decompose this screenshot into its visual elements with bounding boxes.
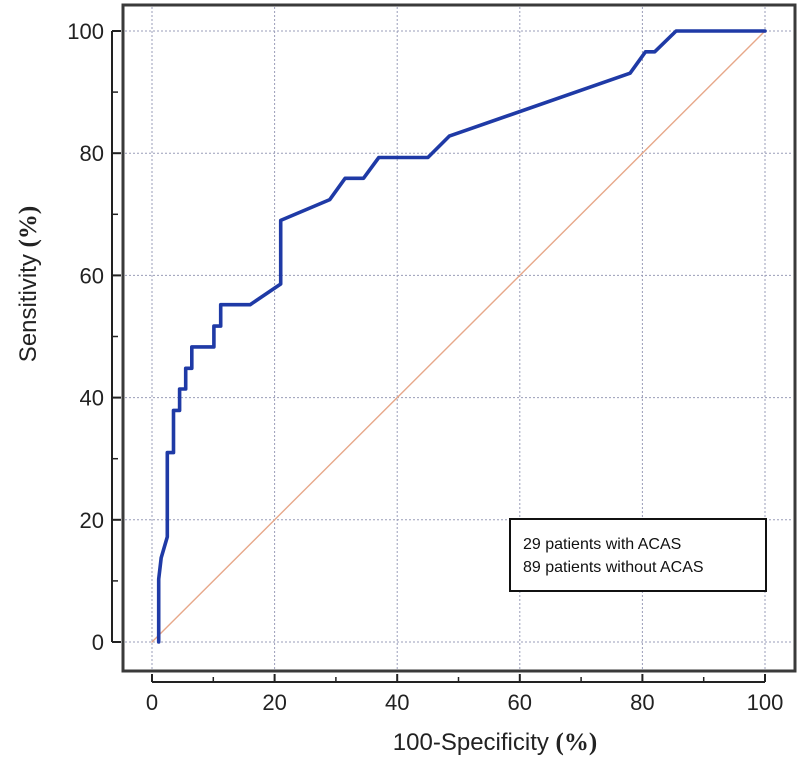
legend-line-1: 29 patients with ACAS [523, 536, 681, 553]
series-layer [151, 29, 767, 644]
reference-diagonal-line [151, 30, 766, 643]
y-tick-label: 20 [80, 508, 104, 533]
x-tick-label: 40 [385, 690, 409, 715]
x-tick-label: 60 [508, 690, 532, 715]
y-tick-label: 80 [80, 141, 104, 166]
x-tick-label: 0 [146, 690, 158, 715]
roc-curve-line [156, 29, 767, 644]
y-axis: 0 20 40 60 80 100 [67, 19, 121, 655]
legend-box [509, 518, 767, 592]
y-tick-label: 0 [92, 630, 104, 655]
y-axis-title: Sensitivity (%) [15, 206, 42, 362]
legend-line-2: 89 patients without ACAS [523, 559, 704, 576]
y-tick-label: 40 [80, 386, 104, 411]
y-tick-label: 60 [80, 263, 104, 288]
x-tick-label: 20 [262, 690, 286, 715]
x-axis-title: 100-Specificity (%) [393, 729, 597, 756]
x-axis: 0 20 40 60 80 100 [146, 674, 783, 715]
y-tick-label: 100 [67, 19, 104, 44]
x-tick-label: 100 [747, 690, 784, 715]
legend: 29 patients with ACAS 89 patients withou… [509, 518, 767, 592]
x-tick-label: 80 [630, 690, 654, 715]
